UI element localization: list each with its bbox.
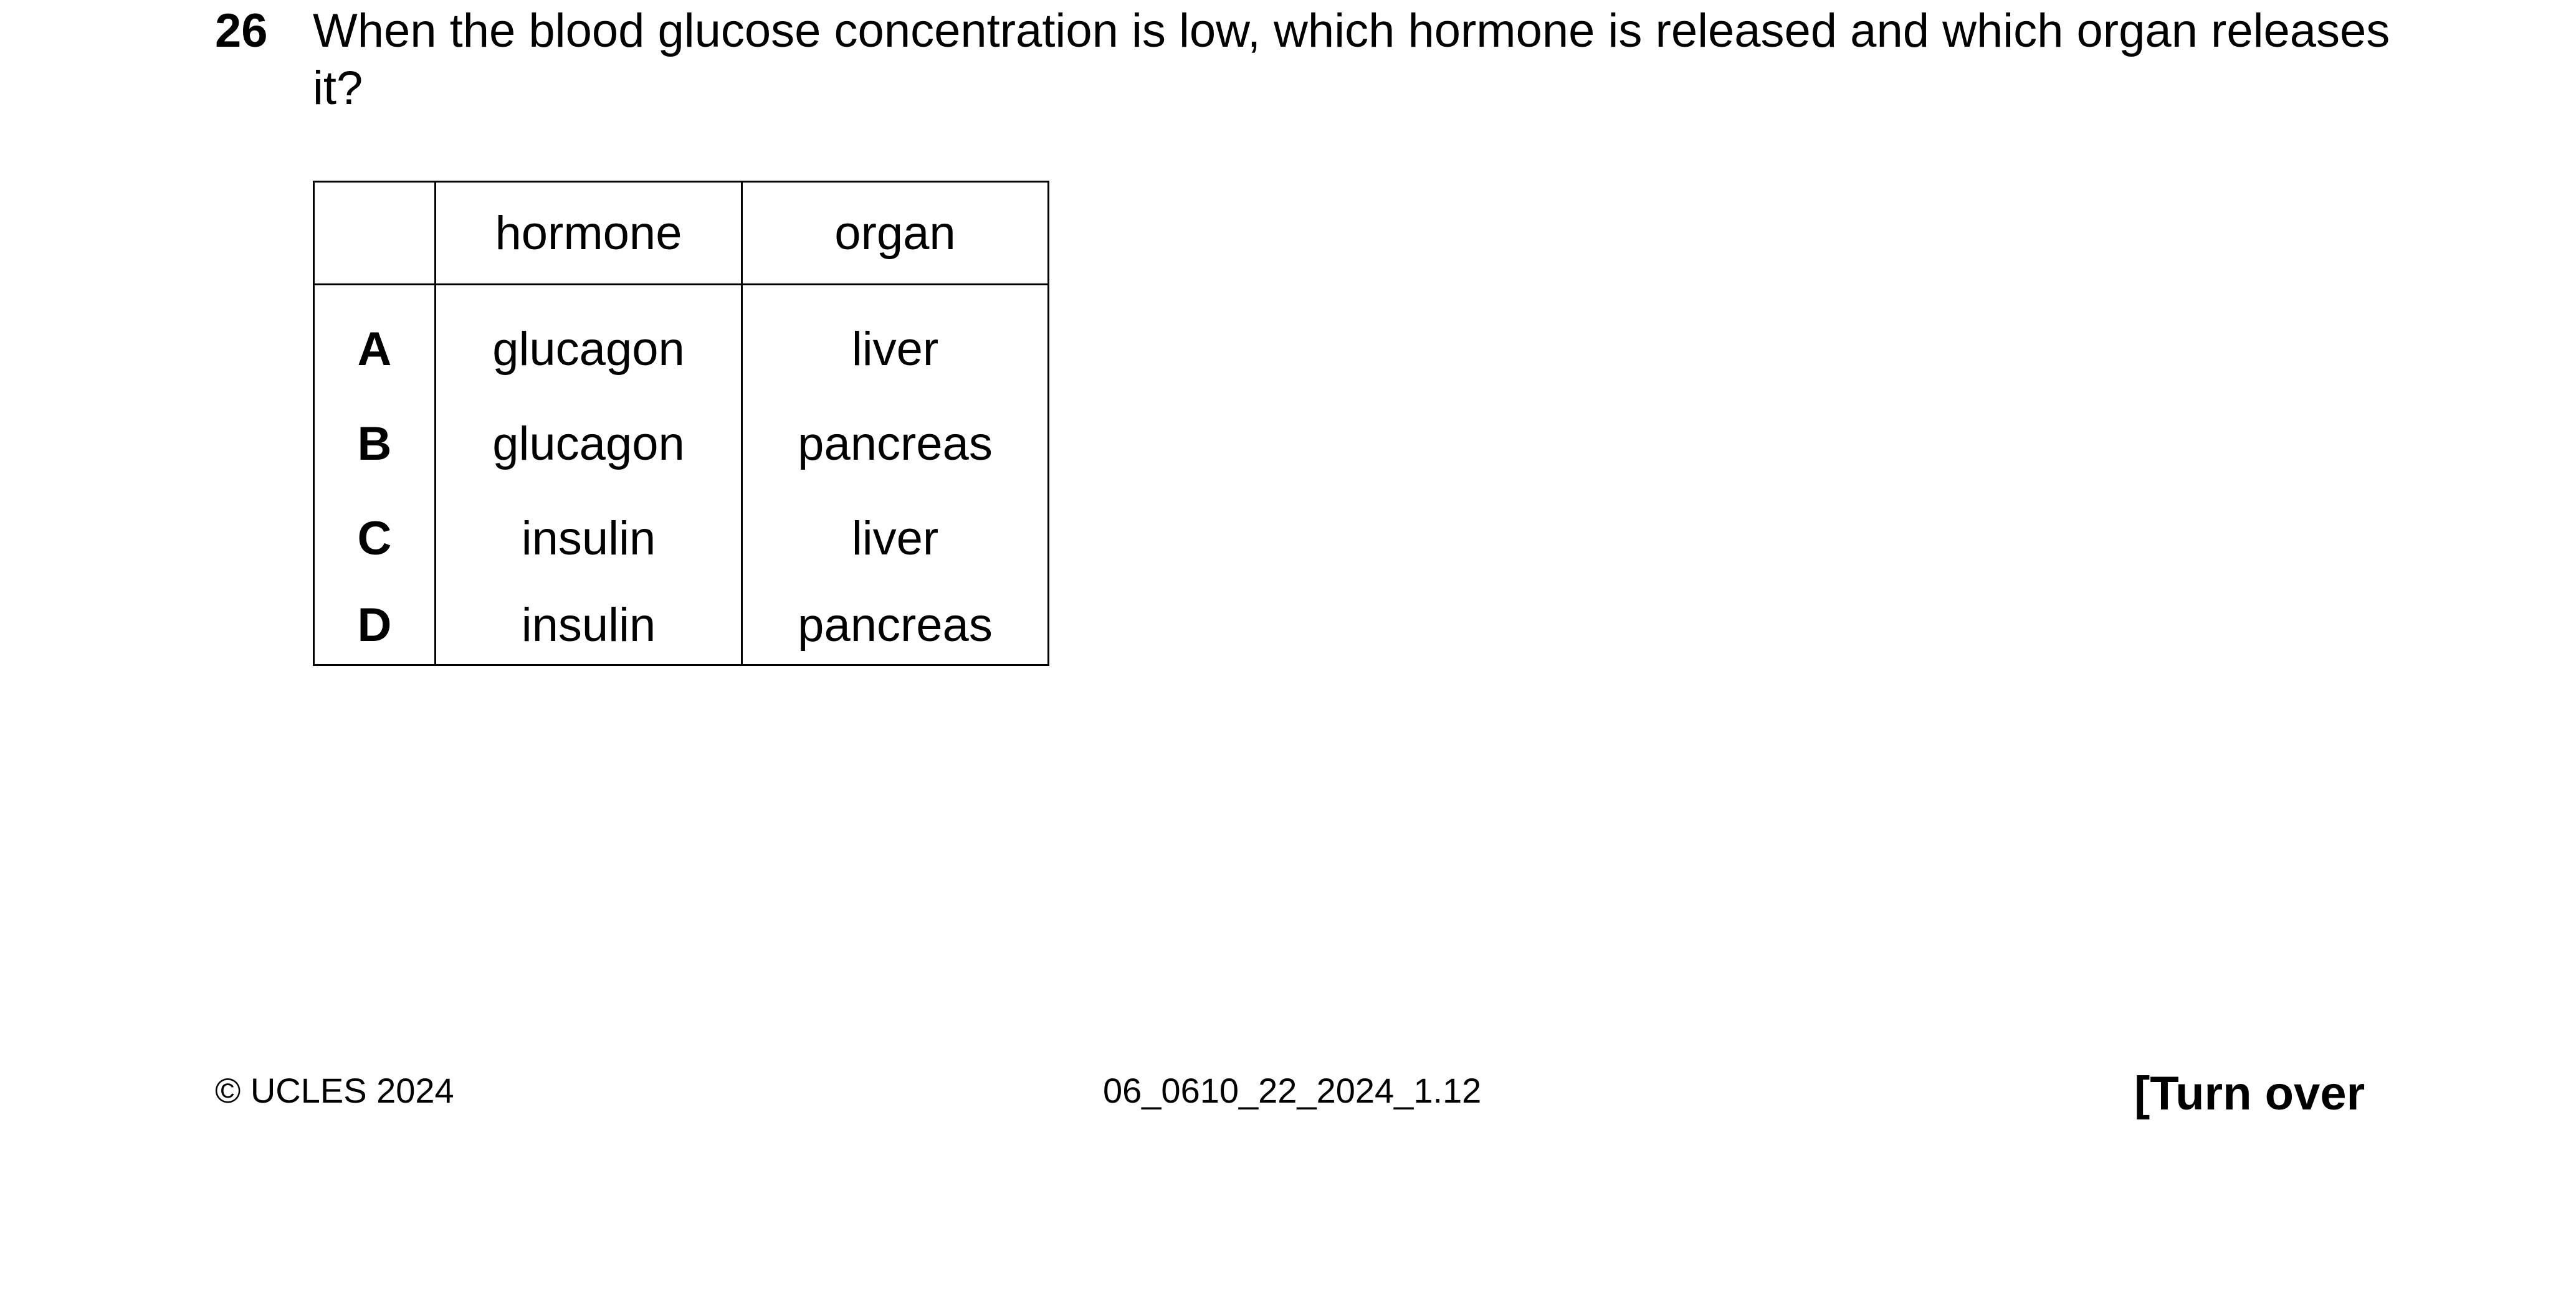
table-row: D insulin pancreas: [313, 586, 1049, 666]
option-letter: C: [313, 491, 436, 586]
question-number: 26: [215, 4, 268, 57]
option-letter: D: [313, 586, 436, 666]
option-hormone: insulin: [434, 491, 743, 586]
option-hormone: insulin: [434, 586, 743, 666]
option-organ: liver: [741, 284, 1049, 396]
table-row: B glucagon pancreas: [313, 396, 1049, 491]
option-hormone: glucagon: [434, 396, 743, 491]
option-organ: liver: [741, 491, 1049, 586]
option-organ: pancreas: [741, 586, 1049, 666]
question-text: When the blood glucose concentration is …: [313, 4, 2390, 115]
table-row: C insulin liver: [313, 491, 1049, 586]
option-letter: A: [313, 284, 436, 396]
table-header-row: hormone organ: [313, 181, 1049, 285]
turn-over-label: [Turn over: [2134, 1067, 2365, 1120]
copyright-notice: © UCLES 2024: [215, 1071, 454, 1110]
document-code: 06_0610_22_2024_1.12: [1103, 1071, 1482, 1110]
option-organ: pancreas: [741, 396, 1049, 491]
table-row: A glucagon liver: [313, 284, 1049, 396]
header-letter-cell: [313, 181, 436, 285]
answer-options-table: hormone organ A glucagon liver B glucago…: [313, 181, 1049, 666]
option-hormone: glucagon: [434, 284, 743, 396]
header-organ: organ: [741, 181, 1049, 285]
option-letter: B: [313, 396, 436, 491]
header-hormone: hormone: [434, 181, 743, 285]
